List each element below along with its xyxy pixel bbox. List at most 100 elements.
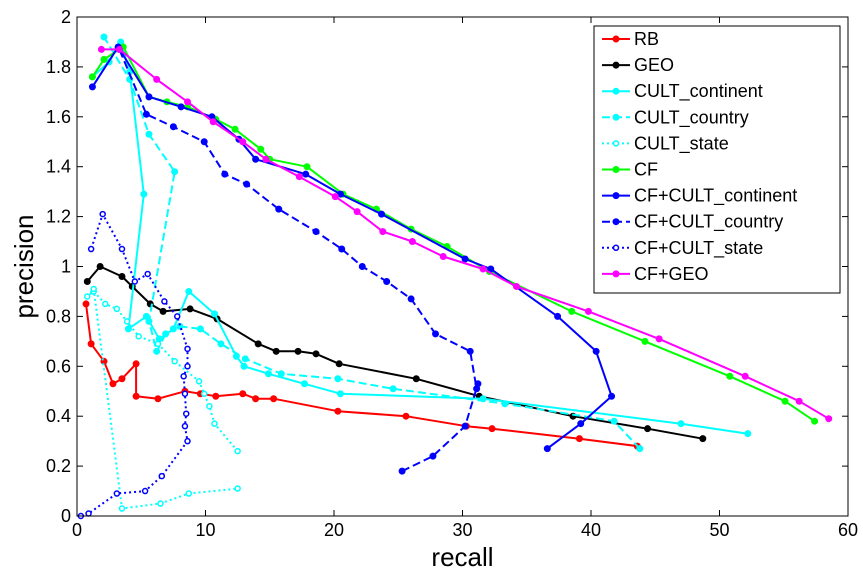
series-CULT_state <box>84 285 241 512</box>
data-point <box>123 318 131 325</box>
data-point <box>217 340 225 348</box>
series-CF+CULT_continent <box>88 43 616 453</box>
y-tick-label: 2 <box>61 7 71 27</box>
data-point <box>334 407 342 415</box>
data-point <box>461 255 469 263</box>
data-point <box>644 425 652 433</box>
data-point <box>272 347 280 355</box>
data-point <box>173 313 181 320</box>
legend-swatch-marker <box>612 192 620 200</box>
y-tick-label: 0.8 <box>46 306 71 326</box>
data-point <box>184 363 191 370</box>
data-point <box>501 400 509 408</box>
series-RB <box>82 300 641 450</box>
data-point <box>210 310 218 318</box>
data-point <box>115 45 123 53</box>
data-point <box>99 210 106 218</box>
x-tick-label: 40 <box>581 520 601 540</box>
data-point <box>744 430 752 438</box>
data-point <box>200 138 208 146</box>
data-point <box>195 378 203 385</box>
data-point <box>109 380 117 388</box>
data-point <box>177 103 185 111</box>
series-CF+CULT_state <box>77 210 191 520</box>
data-point <box>153 347 161 355</box>
data-point <box>209 118 217 126</box>
data-point <box>300 380 308 388</box>
data-point <box>118 245 126 253</box>
data-point <box>196 325 204 333</box>
x-axis-label: recall <box>431 542 493 572</box>
x-tick-label: 50 <box>709 520 729 540</box>
y-tick-label: 0.2 <box>46 456 71 476</box>
data-point <box>181 390 189 397</box>
data-point <box>184 98 192 106</box>
data-point <box>144 270 151 278</box>
data-point <box>592 347 600 355</box>
data-point <box>97 45 105 53</box>
data-point <box>408 238 416 246</box>
data-point <box>741 372 749 380</box>
data-point <box>124 325 132 333</box>
data-point <box>132 392 140 400</box>
data-point <box>239 138 247 146</box>
data-point <box>87 340 95 348</box>
data-point <box>252 155 260 163</box>
legend-swatch-marker <box>612 218 620 226</box>
data-point <box>825 415 833 423</box>
data-point <box>186 305 194 313</box>
data-point <box>141 487 149 495</box>
legend-swatch-marker <box>612 166 620 173</box>
data-point <box>90 285 97 293</box>
data-point <box>132 360 140 368</box>
data-point <box>234 485 241 492</box>
series-CF+GEO <box>97 45 833 423</box>
data-point <box>85 510 92 517</box>
data-point <box>270 395 278 403</box>
x-tick-label: 10 <box>195 520 215 540</box>
legend-swatch-marker <box>612 113 620 121</box>
data-point <box>96 263 104 270</box>
data-point <box>262 155 270 163</box>
y-tick-label: 1.2 <box>46 207 71 227</box>
legend-label: CULT_continent <box>634 81 763 102</box>
data-point <box>145 317 153 325</box>
legend-swatch-marker <box>612 244 620 252</box>
data-point <box>402 412 410 420</box>
plot-lines <box>77 33 833 520</box>
data-point <box>488 425 496 433</box>
data-point <box>241 355 249 363</box>
legend-label: CULT_state <box>634 133 729 154</box>
data-point <box>184 345 191 353</box>
y-tick-label: 0.4 <box>46 406 71 426</box>
data-point <box>154 395 162 403</box>
data-point <box>206 402 213 410</box>
data-point <box>113 305 121 313</box>
data-point <box>439 253 447 261</box>
data-point <box>264 370 272 378</box>
data-point <box>169 123 177 131</box>
data-point <box>554 312 562 320</box>
data-point <box>699 435 707 443</box>
data-point <box>88 73 96 81</box>
data-point <box>383 277 391 285</box>
x-tick-label: 0 <box>72 520 82 540</box>
data-point <box>131 278 139 285</box>
legend-label: CF <box>634 160 658 180</box>
data-point <box>412 375 420 383</box>
data-point <box>294 347 302 355</box>
data-point <box>161 298 168 305</box>
data-point <box>154 340 162 348</box>
data-point <box>184 437 191 445</box>
data-point <box>543 445 551 453</box>
series-line <box>91 45 613 450</box>
legend: RB GEO CULT_continent CULT_country CULT_stat… <box>593 25 841 294</box>
data-point <box>795 397 803 405</box>
data-point <box>432 330 440 338</box>
data-point <box>335 360 343 368</box>
data-point <box>234 447 241 455</box>
x-tick-label: 60 <box>838 520 858 540</box>
y-tick-label: 0.6 <box>46 356 71 376</box>
data-point <box>398 467 406 475</box>
data-point <box>145 130 153 138</box>
